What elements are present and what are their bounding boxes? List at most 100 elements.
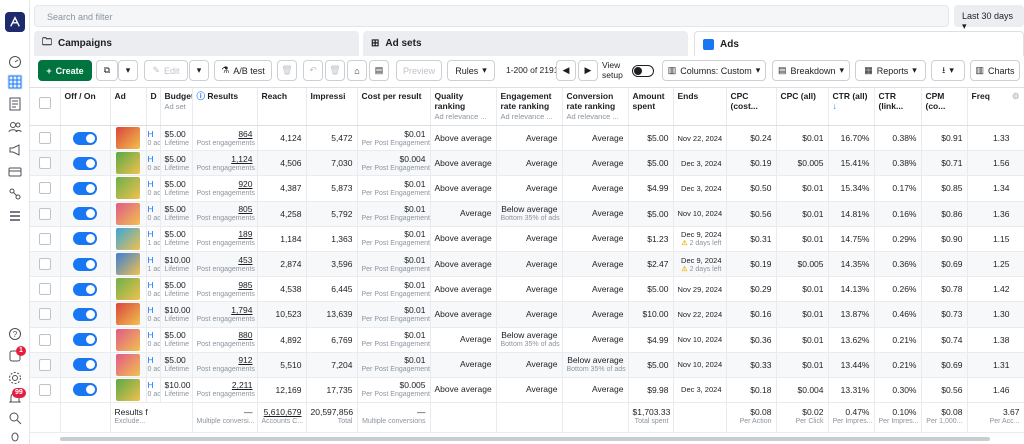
prev-page-button[interactable]: ◀	[556, 60, 576, 81]
delivery-value[interactable]: H	[147, 279, 154, 290]
ad-status-toggle[interactable]	[73, 232, 97, 246]
ad-thumbnail[interactable]	[116, 253, 140, 276]
ad-thumbnail-cell[interactable]	[110, 251, 147, 278]
row-checkbox-cell[interactable]	[30, 175, 61, 202]
delivery-value[interactable]: H	[147, 355, 154, 366]
ads-manager-icon[interactable]	[7, 74, 23, 90]
ad-thumbnail-cell[interactable]	[110, 301, 147, 328]
ad-thumbnail-cell[interactable]	[110, 125, 147, 152]
date-range-picker[interactable]: Last 30 days ▾	[954, 5, 1024, 31]
results-value[interactable]: 189	[238, 229, 253, 240]
edit-button[interactable]: ✎ Edit	[144, 60, 188, 81]
delivery-value[interactable]: H	[147, 128, 154, 139]
toggle-cell[interactable]	[60, 150, 111, 177]
results-value[interactable]: 912	[238, 355, 253, 366]
horizontal-scrollbar[interactable]	[60, 437, 990, 441]
toggle-cell[interactable]	[60, 175, 111, 202]
next-page-button[interactable]: ▶	[578, 60, 598, 81]
row-checkbox-cell[interactable]	[30, 377, 61, 404]
ad-thumbnail-cell[interactable]	[110, 327, 147, 353]
col-header-conversion-ranking[interactable]: Conversion rate ranking Ad relevance ...	[562, 88, 629, 126]
col-header-impressions[interactable]: Impressi	[306, 88, 358, 126]
col-header-engagement-ranking[interactable]: Engagement rate ranking Ad relevance ...	[496, 88, 563, 126]
settings-gear-icon[interactable]	[7, 370, 23, 386]
toggle-cell[interactable]	[60, 251, 111, 278]
row-checkbox[interactable]	[38, 333, 51, 346]
col-header-ad[interactable]: Ad	[110, 88, 147, 126]
row-checkbox-cell[interactable]	[30, 125, 61, 152]
ad-thumbnail[interactable]	[116, 152, 140, 175]
delivery-value[interactable]: H	[147, 330, 154, 341]
col-header-off-on[interactable]: Off / On	[60, 88, 111, 126]
ad-status-toggle[interactable]	[73, 207, 97, 221]
columns-button[interactable]: ▥ Columns: Custom ▾	[662, 60, 766, 81]
ad-status-toggle[interactable]	[73, 156, 97, 170]
delivery-value[interactable]: H	[147, 153, 154, 164]
ad-status-toggle[interactable]	[73, 307, 97, 321]
ad-thumbnail[interactable]	[116, 303, 140, 326]
ad-status-toggle[interactable]	[73, 181, 97, 195]
row-checkbox[interactable]	[38, 182, 51, 195]
ab-test-button[interactable]: ⚗ A/B test	[214, 60, 272, 81]
tab-campaigns[interactable]: 🗀 Campaigns	[34, 31, 359, 56]
delivery-value[interactable]: H	[147, 380, 154, 391]
results-value[interactable]: 880	[238, 330, 253, 341]
row-checkbox[interactable]	[38, 358, 51, 371]
col-header-results[interactable]: ⓘ Results	[192, 88, 258, 126]
col-header-budget[interactable]: Budget Ad set	[160, 88, 193, 126]
row-checkbox[interactable]	[38, 232, 51, 245]
col-header-cpc-all[interactable]: CPC (all)	[776, 88, 829, 126]
toggle-cell[interactable]	[60, 327, 111, 353]
reports-button[interactable]: ▦ Reports ▾	[855, 60, 926, 81]
ad-status-toggle[interactable]	[73, 131, 97, 145]
delivery-value[interactable]: H	[147, 229, 154, 240]
toggle-cell[interactable]	[60, 226, 111, 252]
charts-button[interactable]: ▥ Charts	[970, 60, 1020, 81]
ad-thumbnail[interactable]	[116, 353, 140, 376]
results-value[interactable]: 1,124	[231, 153, 253, 164]
results-value[interactable]: 805	[238, 204, 253, 215]
dashboard-icon[interactable]	[7, 54, 23, 70]
ad-thumbnail-cell[interactable]	[110, 377, 147, 404]
toggle-cell[interactable]	[60, 201, 111, 227]
discard-button[interactable]: 🗑	[325, 60, 345, 81]
row-checkbox-cell[interactable]	[30, 301, 61, 328]
duplicate-button[interactable]: ⧉	[96, 60, 118, 81]
results-value[interactable]: 2,211	[231, 380, 253, 391]
export-button[interactable]: ⭳ ▾	[931, 60, 965, 81]
results-value[interactable]: 453	[238, 254, 253, 265]
col-header-frequency[interactable]: Freq ⚙	[967, 88, 1024, 126]
ad-thumbnail-cell[interactable]	[110, 226, 147, 252]
results-value[interactable]: 920	[238, 178, 253, 189]
view-setup-toggle[interactable]	[632, 65, 654, 77]
row-checkbox-cell[interactable]	[30, 201, 61, 227]
tab-ad-sets[interactable]: ⊞ Ad sets	[363, 31, 688, 56]
results-value[interactable]: 985	[238, 279, 253, 290]
row-checkbox-cell[interactable]	[30, 251, 61, 278]
toggle-cell[interactable]	[60, 352, 111, 378]
row-checkbox[interactable]	[38, 132, 51, 145]
row-checkbox-cell[interactable]	[30, 276, 61, 303]
select-all-checkbox-cell[interactable]	[30, 88, 61, 126]
delivery-value[interactable]: H	[147, 304, 154, 315]
col-header-ctr-all[interactable]: CTR (all) ↓	[828, 88, 875, 126]
tab-ads[interactable]: Ads	[694, 31, 1024, 56]
breakdown-button[interactable]: ▤ Breakdown ▾	[772, 60, 850, 81]
tag-button[interactable]: ⌂	[347, 60, 367, 81]
col-header-cpm[interactable]: CPM (co...	[921, 88, 968, 126]
search-filter-input[interactable]: Search and filter	[34, 5, 949, 27]
ad-thumbnail-cell[interactable]	[110, 201, 147, 227]
toggle-cell[interactable]	[60, 125, 111, 152]
events-manager-icon[interactable]	[7, 186, 23, 202]
pages-icon[interactable]	[7, 96, 23, 112]
ad-thumbnail-cell[interactable]	[110, 150, 147, 177]
row-checkbox[interactable]	[38, 383, 51, 396]
